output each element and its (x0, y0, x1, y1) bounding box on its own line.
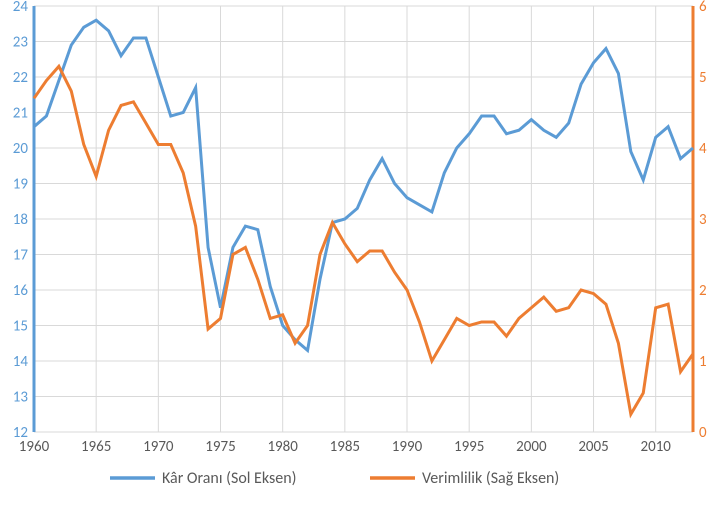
horizontal-gridlines (34, 6, 693, 432)
dual-axis-line-chart: 12131415161718192021222324 0123456 19601… (0, 0, 727, 507)
svg-text:13: 13 (13, 389, 29, 407)
svg-text:0: 0 (699, 424, 707, 442)
svg-text:23: 23 (13, 34, 29, 52)
svg-text:1960: 1960 (19, 438, 50, 456)
svg-text:1: 1 (699, 353, 707, 371)
svg-text:1965: 1965 (81, 438, 111, 456)
svg-text:1970: 1970 (143, 438, 174, 456)
svg-text:19: 19 (13, 176, 29, 194)
profit-rate-line (34, 20, 693, 350)
svg-text:18: 18 (13, 211, 28, 229)
svg-text:1985: 1985 (330, 438, 360, 456)
svg-text:2000: 2000 (516, 438, 547, 456)
x-tick-labels: 1960 1965 1970 1975 1980 1985 1990 1995 2000 2005… (19, 438, 672, 456)
y-right-tick-labels: 0 1 2 3 4 5 6 (699, 0, 707, 442)
svg-text:24: 24 (13, 0, 29, 16)
productivity-line (34, 66, 693, 414)
svg-text:2010: 2010 (640, 438, 671, 456)
svg-text:2: 2 (699, 282, 707, 300)
svg-text:15: 15 (13, 318, 28, 336)
svg-text:22: 22 (13, 69, 28, 87)
svg-text:1975: 1975 (205, 438, 235, 456)
svg-text:5: 5 (699, 69, 707, 87)
svg-text:1995: 1995 (454, 438, 484, 456)
legend: Kâr Oranı (Sol Eksen) Verimlilik (Sağ Ek… (110, 469, 559, 488)
svg-text:4: 4 (699, 140, 707, 158)
legend-label-profit: Kâr Oranı (Sol Eksen) (162, 469, 296, 488)
svg-text:2005: 2005 (578, 438, 608, 456)
svg-text:21: 21 (13, 105, 28, 123)
y-left-tick-labels: 12131415161718192021222324 (13, 0, 29, 442)
svg-text:1980: 1980 (267, 438, 298, 456)
legend-label-productivity: Verimlilik (Sağ Eksen) (422, 469, 559, 488)
svg-text:14: 14 (13, 353, 29, 371)
svg-text:20: 20 (13, 140, 29, 158)
svg-text:16: 16 (13, 282, 29, 300)
svg-text:3: 3 (699, 211, 707, 229)
svg-text:17: 17 (13, 247, 29, 265)
svg-text:1990: 1990 (392, 438, 423, 456)
svg-text:6: 6 (699, 0, 707, 16)
